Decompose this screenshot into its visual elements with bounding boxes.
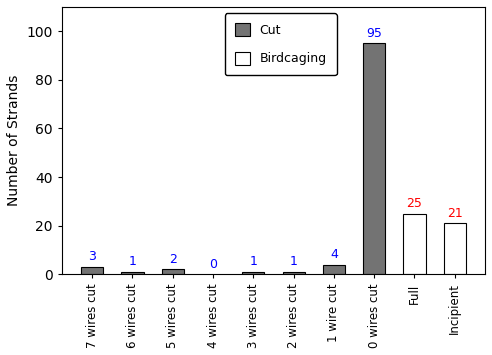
Bar: [444, 223, 466, 274]
Text: 25: 25: [406, 197, 423, 210]
Text: 95: 95: [366, 27, 382, 40]
Bar: [282, 272, 305, 274]
Bar: [242, 272, 264, 274]
Bar: [81, 267, 103, 274]
Y-axis label: Number of Strands: Number of Strands: [7, 75, 21, 206]
Bar: [162, 269, 184, 274]
Text: 0: 0: [209, 258, 217, 271]
Legend: Cut, Birdcaging: Cut, Birdcaging: [225, 13, 337, 76]
Text: 3: 3: [88, 250, 96, 263]
Text: 2: 2: [169, 253, 177, 266]
Text: 1: 1: [128, 255, 136, 268]
Text: 1: 1: [290, 255, 298, 268]
Bar: [363, 43, 385, 274]
Bar: [323, 264, 345, 274]
Text: 21: 21: [447, 207, 462, 220]
Text: 4: 4: [330, 248, 338, 261]
Bar: [403, 213, 426, 274]
Text: 1: 1: [249, 255, 257, 268]
Bar: [122, 272, 144, 274]
